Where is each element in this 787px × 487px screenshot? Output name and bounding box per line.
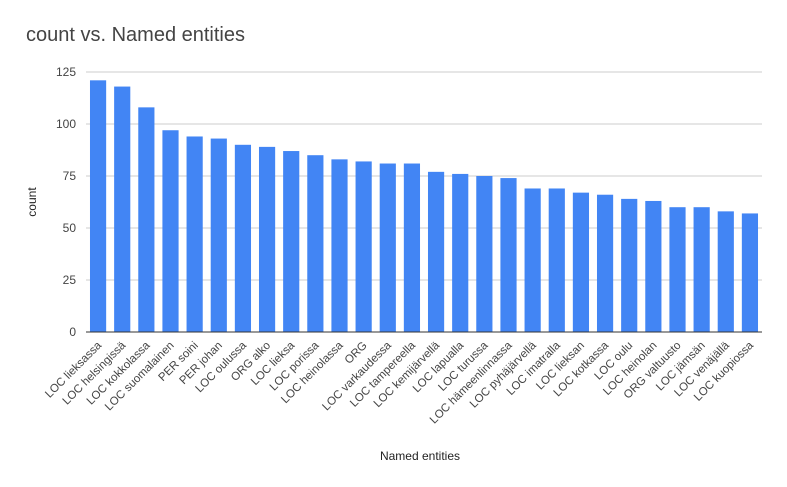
bar — [500, 178, 517, 332]
y-tick-label: 75 — [63, 169, 77, 183]
bar — [621, 198, 638, 332]
bar — [572, 192, 590, 332]
y-tick-label: 25 — [63, 273, 77, 287]
y-axis-ticks: 0 25 50 75 100 125 — [56, 65, 76, 339]
bar — [476, 176, 493, 332]
bar — [452, 173, 469, 332]
bar — [524, 188, 541, 332]
bar — [548, 188, 565, 332]
bar — [379, 163, 396, 332]
bar — [645, 200, 662, 332]
bar — [717, 211, 734, 332]
bar — [283, 151, 300, 332]
y-tick-label: 100 — [56, 117, 76, 131]
bar — [693, 207, 710, 332]
bar — [138, 107, 155, 332]
bar — [355, 161, 372, 332]
bar — [186, 136, 203, 332]
bar — [669, 207, 686, 332]
y-tick-label: 125 — [56, 65, 76, 79]
bar — [162, 130, 179, 332]
bar — [307, 155, 324, 332]
bar — [89, 80, 107, 332]
bar — [331, 159, 348, 332]
chart-title: count vs. Named entities — [26, 24, 245, 46]
y-tick-label: 0 — [69, 325, 76, 339]
bar — [258, 146, 276, 332]
y-axis-title: count — [25, 187, 39, 217]
bar — [596, 194, 614, 332]
bars — [89, 80, 759, 332]
x-axis-title: Named entities — [380, 449, 460, 463]
bar — [234, 144, 252, 332]
y-tick-label: 50 — [63, 221, 77, 235]
bar — [741, 213, 759, 332]
bar — [210, 138, 227, 332]
bar — [427, 171, 445, 332]
bar — [403, 163, 421, 332]
bar — [114, 86, 131, 332]
